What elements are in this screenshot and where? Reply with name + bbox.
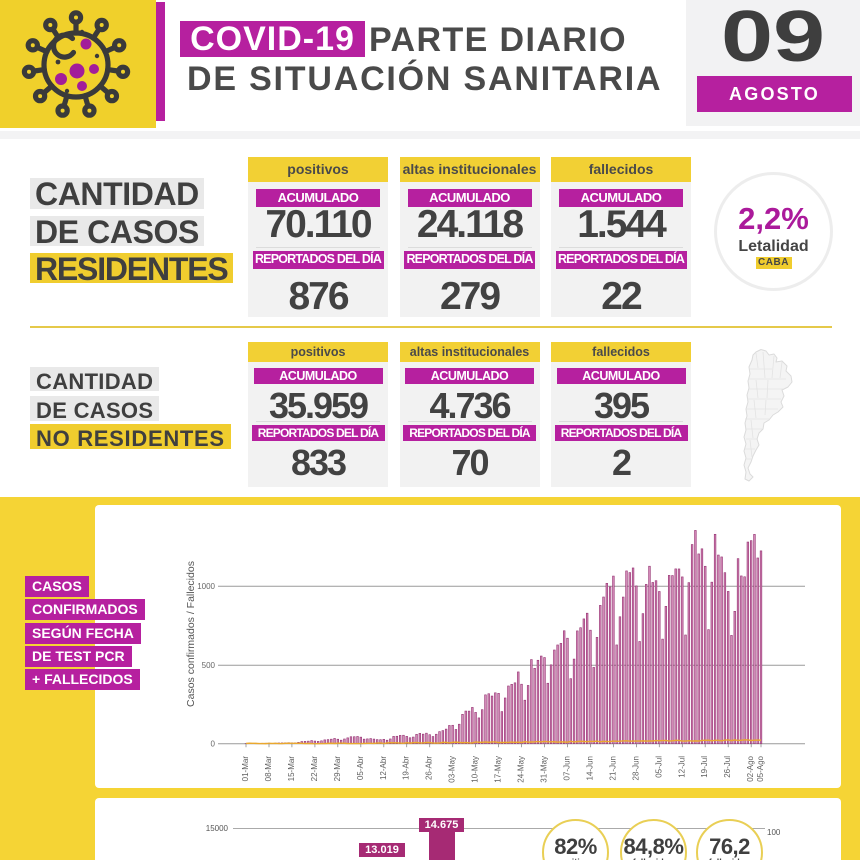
- svg-text:02-Ago: 02-Ago: [746, 755, 755, 781]
- svg-text:29-Mar: 29-Mar: [333, 756, 342, 782]
- svg-text:03-May: 03-May: [448, 756, 457, 783]
- svg-text:05-Jul: 05-Jul: [654, 756, 663, 778]
- svg-text:28-Jun: 28-Jun: [631, 756, 640, 780]
- svg-text:10-May: 10-May: [471, 756, 480, 783]
- svg-text:12-Abr: 12-Abr: [379, 756, 388, 780]
- svg-text:0: 0: [211, 740, 216, 749]
- svg-text:08-Mar: 08-Mar: [264, 756, 273, 782]
- svg-text:26-Jul: 26-Jul: [723, 756, 732, 778]
- svg-text:19-Jul: 19-Jul: [700, 756, 709, 778]
- svg-text:Casos confirmados / Fallecidos: Casos confirmados / Fallecidos: [185, 561, 197, 707]
- svg-text:07-Jun: 07-Jun: [563, 756, 572, 780]
- svg-text:31-May: 31-May: [540, 756, 549, 783]
- svg-text:05-Abr: 05-Abr: [356, 756, 365, 780]
- svg-text:24-May: 24-May: [517, 756, 526, 783]
- svg-text:1000: 1000: [197, 582, 215, 591]
- svg-text:15-Mar: 15-Mar: [287, 756, 296, 782]
- svg-text:26-Abr: 26-Abr: [425, 756, 434, 780]
- svg-text:21-Jun: 21-Jun: [608, 756, 617, 780]
- svg-text:12-Jul: 12-Jul: [677, 756, 686, 778]
- svg-text:22-Mar: 22-Mar: [310, 756, 319, 782]
- svg-text:500: 500: [202, 661, 216, 670]
- svg-text:14-Jun: 14-Jun: [585, 756, 594, 780]
- svg-text:17-May: 17-May: [494, 756, 503, 783]
- svg-text:19-Abr: 19-Abr: [402, 756, 411, 780]
- svg-text:01-Mar: 01-Mar: [241, 756, 250, 782]
- svg-text:05-Ago: 05-Ago: [756, 755, 765, 781]
